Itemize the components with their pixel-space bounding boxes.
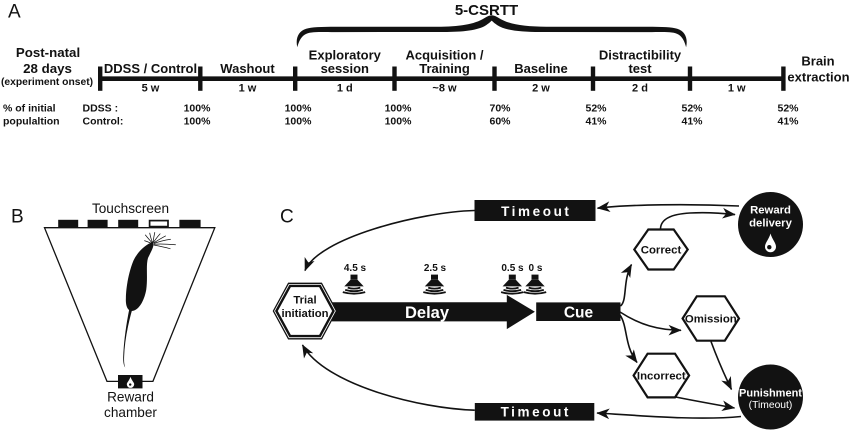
svg-text:1 w: 1 w [239,83,257,95]
svg-text:2.5 s: 2.5 s [424,263,447,274]
svg-text:100%: 100% [285,116,313,128]
svg-text:Washout: Washout [220,61,275,76]
svg-text:60%: 60% [489,116,511,128]
svg-text:(experiment onset): (experiment onset) [1,77,93,88]
svg-text:52%: 52% [681,103,703,115]
svg-text:Brain: Brain [801,53,834,68]
svg-text:Timeout: Timeout [501,204,571,219]
svg-text:70%: 70% [489,103,511,115]
svg-text:Control:: Control: [83,116,124,128]
svg-text:Baseline: Baseline [514,61,567,76]
svg-text:delivery: delivery [749,218,792,230]
svg-text:Acquisition /: Acquisition / [406,47,484,62]
svg-text:Incorrect: Incorrect [637,371,686,383]
svg-text:100%: 100% [385,103,413,115]
svg-text:~8 w: ~8 w [432,83,457,95]
svg-text:2 w: 2 w [532,83,550,95]
svg-text:(Timeout): (Timeout) [749,400,793,411]
svg-text:28 days: 28 days [23,61,72,76]
svg-text:Exploratory: Exploratory [309,47,382,62]
svg-text:C: C [280,207,294,228]
svg-text:0.5 s: 0.5 s [501,263,524,274]
svg-text:5-CSRTT: 5-CSRTT [455,2,518,19]
svg-text:52%: 52% [585,103,607,115]
svg-text:A: A [8,2,21,23]
svg-text:DDSS / Control: DDSS / Control [104,61,197,76]
svg-text:Correct: Correct [641,245,682,257]
svg-text:100%: 100% [184,103,212,115]
svg-text:initiation: initiation [281,308,328,320]
svg-text:B: B [11,207,24,228]
svg-text:Post-natal: Post-natal [16,45,80,60]
svg-text:Delay: Delay [405,304,450,322]
svg-text:% of initial: % of initial [3,103,56,115]
svg-text:100%: 100% [385,116,413,128]
svg-text:session: session [321,61,369,76]
svg-text:41%: 41% [777,116,799,128]
svg-text:DDSS :: DDSS : [83,103,119,115]
svg-text:41%: 41% [681,116,703,128]
svg-text:100%: 100% [285,103,313,115]
svg-text:Reward: Reward [107,390,154,405]
svg-text:Training: Training [419,61,470,76]
svg-text:41%: 41% [585,116,607,128]
svg-text:Touchscreen: Touchscreen [92,201,169,216]
svg-text:52%: 52% [777,103,799,115]
svg-text:100%: 100% [184,116,212,128]
svg-text:Timeout: Timeout [501,405,571,420]
svg-text:0 s: 0 s [529,263,543,274]
svg-text:populaltion: populaltion [3,116,60,128]
svg-text:Trial: Trial [293,294,316,306]
svg-text:chamber: chamber [104,405,157,420]
svg-text:test: test [628,61,652,76]
svg-text:1 w: 1 w [728,83,746,95]
svg-text:5 w: 5 w [142,83,160,95]
svg-text:extraction: extraction [787,69,849,84]
svg-text:1 d: 1 d [337,83,353,95]
svg-text:2 d: 2 d [632,83,648,95]
svg-text:4.5 s: 4.5 s [344,263,367,274]
svg-text:Distractibility: Distractibility [599,47,682,62]
svg-text:Reward: Reward [750,204,791,216]
svg-text:Cue: Cue [564,305,594,322]
svg-text:Punishment: Punishment [739,387,802,399]
svg-text:Omission: Omission [685,314,737,326]
